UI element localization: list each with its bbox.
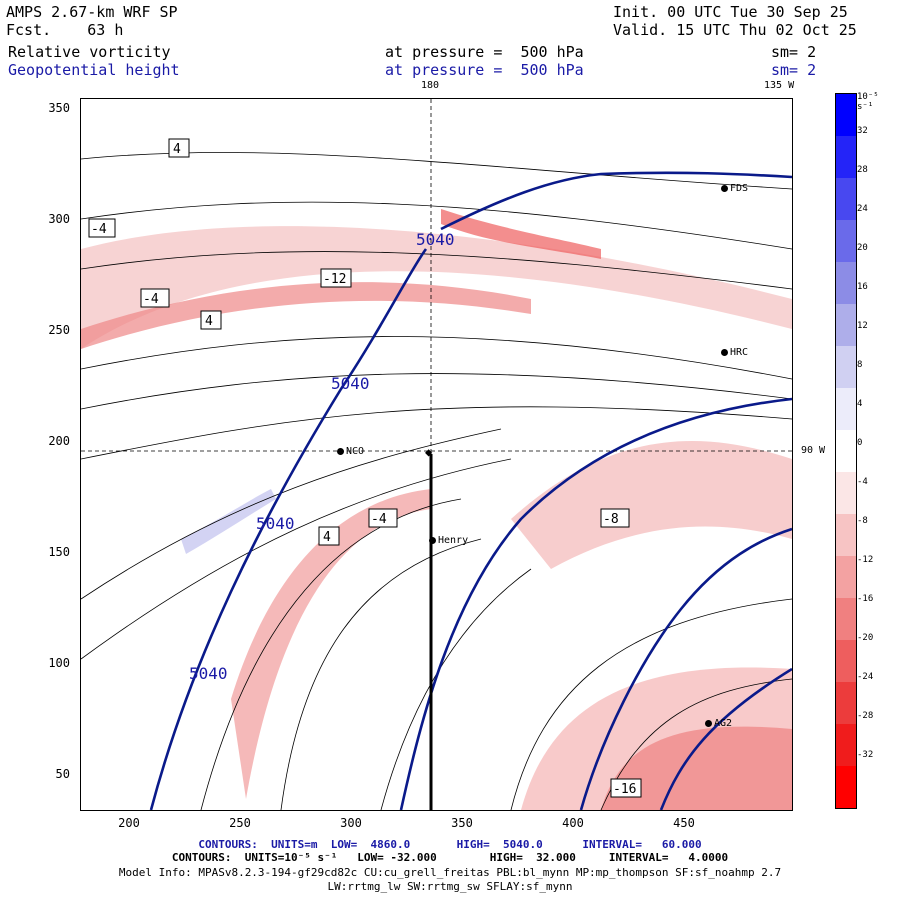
colorbar-segment — [836, 220, 856, 262]
colorbar-segment — [836, 346, 856, 388]
y-tick-350: 350 — [48, 101, 70, 115]
map-plot-area[interactable]: 4 -4 -4 -12 4 4 -4 -8 -16 5040 5040 5040… — [80, 98, 793, 811]
x-tick-250: 250 — [229, 816, 251, 830]
svg-text:5040: 5040 — [256, 514, 295, 533]
svg-text:5040: 5040 — [331, 374, 370, 393]
station-ag2[interactable]: AG2 — [705, 718, 732, 729]
colorbar-segment — [836, 388, 856, 430]
colorbar-segment — [836, 640, 856, 682]
colorbar-segment — [836, 430, 856, 472]
field2-level: at pressure = 500 hPa — [385, 61, 584, 79]
x-tick-350: 350 — [451, 816, 473, 830]
vorticity-contours — [81, 152, 792, 810]
colorbar-segment — [836, 598, 856, 640]
field2-smooth: sm= 2 — [771, 61, 817, 79]
footer-vorticity-contours: CONTOURS: UNITS=10⁻⁵ s⁻¹ LOW= -32.000 HI… — [171, 851, 729, 864]
y-tick-100: 100 — [48, 656, 70, 670]
lon-135w-label: 135 W — [764, 80, 795, 91]
colorbar-tick-label: -28 — [857, 711, 874, 721]
field1-smooth: sm= 2 — [771, 43, 817, 61]
svg-text:4: 4 — [205, 314, 213, 329]
station-nco[interactable]: NCO — [337, 446, 364, 457]
x-tick-300: 300 — [340, 816, 362, 830]
colorbar-tick-label: 0 — [857, 438, 863, 448]
colorbar-tick-label: -20 — [857, 633, 874, 643]
colorbar-tick-label: -32 — [857, 750, 874, 760]
vorticity-shading — [81, 209, 792, 810]
colorbar-segment — [836, 472, 856, 514]
svg-text:-8: -8 — [603, 512, 619, 527]
svg-text:-12: -12 — [323, 272, 346, 287]
colorbar-tick-label: 4 — [857, 399, 863, 409]
field2-name: Geopotential height — [8, 61, 180, 79]
station-fds[interactable]: FDS — [721, 183, 748, 194]
valid-time: Valid. 15 UTC Thu 02 Oct 25 — [613, 21, 857, 39]
forecast-hour: Fcst. 63 h — [6, 21, 124, 39]
init-time: Init. 00 UTC Tue 30 Sep 25 — [613, 3, 848, 21]
x-tick-450: 450 — [673, 816, 695, 830]
svg-text:-4: -4 — [91, 222, 107, 237]
y-tick-200: 200 — [48, 434, 70, 448]
colorbar-tick-label: 24 — [857, 204, 868, 214]
field1-name: Relative vorticity — [8, 43, 171, 61]
colorbar-segment — [836, 136, 856, 178]
colorbar-segment — [836, 682, 856, 724]
colorbar-tick-label: -24 — [857, 672, 874, 682]
svg-text:5040: 5040 — [416, 230, 455, 249]
colorbar-segment — [836, 262, 856, 304]
footer-model-info: Model Info: MPASv8.2.3-194-gf29cd82c CU:… — [118, 866, 782, 879]
x-tick-200: 200 — [118, 816, 140, 830]
map-canvas: 4 -4 -4 -12 4 4 -4 -8 -16 5040 5040 5040… — [81, 99, 792, 810]
svg-text:-4: -4 — [371, 512, 387, 527]
colorbar — [835, 93, 857, 809]
y-tick-250: 250 — [48, 323, 70, 337]
colorbar-segment — [836, 94, 856, 136]
contour-labels: 4 -4 -4 -12 4 4 -4 -8 -16 5040 5040 5040… — [88, 138, 642, 798]
colorbar-tick-label: 20 — [857, 243, 868, 253]
colorbar-segment — [836, 556, 856, 598]
colorbar-segment — [836, 766, 856, 808]
colorbar-unit: 10⁻⁵ s⁻¹ — [857, 92, 879, 112]
colorbar-segment — [836, 724, 856, 766]
svg-text:-16: -16 — [613, 782, 636, 797]
lon-90w-label: 90 W — [801, 445, 826, 456]
y-tick-50: 50 — [55, 767, 70, 781]
colorbar-tick-label: 32 — [857, 126, 868, 136]
colorbar-segment — [836, 178, 856, 220]
height-contours — [149, 171, 792, 810]
colorbar-tick-label: 28 — [857, 165, 868, 175]
field1-level: at pressure = 500 hPa — [385, 43, 584, 61]
station-henry[interactable]: Henry — [429, 535, 468, 546]
footer-height-contours: CONTOURS: UNITS=m LOW= 4860.0 HIGH= 5040… — [198, 838, 702, 851]
svg-text:-4: -4 — [143, 292, 159, 307]
colorbar-segment — [836, 304, 856, 346]
y-tick-150: 150 — [48, 545, 70, 559]
lon-180-label: 180 — [421, 80, 440, 91]
colorbar-tick-label: -12 — [857, 555, 874, 565]
svg-text:4: 4 — [323, 530, 331, 545]
colorbar-tick-label: 8 — [857, 360, 863, 370]
footer-physics: LW:rrtmg_lw SW:rrtmg_sw SFLAY:sf_mynn — [327, 880, 573, 893]
colorbar-segment — [836, 514, 856, 556]
model-title: AMPS 2.67-km WRF SP — [6, 3, 178, 21]
svg-text:4: 4 — [173, 142, 181, 157]
colorbar-tick-label: 12 — [857, 321, 868, 331]
x-tick-400: 400 — [562, 816, 584, 830]
svg-text:5040: 5040 — [189, 664, 228, 683]
y-tick-300: 300 — [48, 212, 70, 226]
colorbar-tick-label: -16 — [857, 594, 874, 604]
colorbar-tick-label: -8 — [857, 516, 868, 526]
center-point-icon: ◆ — [425, 445, 433, 459]
station-hrc[interactable]: HRC — [721, 347, 748, 358]
colorbar-tick-label: -4 — [857, 477, 868, 487]
colorbar-tick-label: 16 — [857, 282, 868, 292]
